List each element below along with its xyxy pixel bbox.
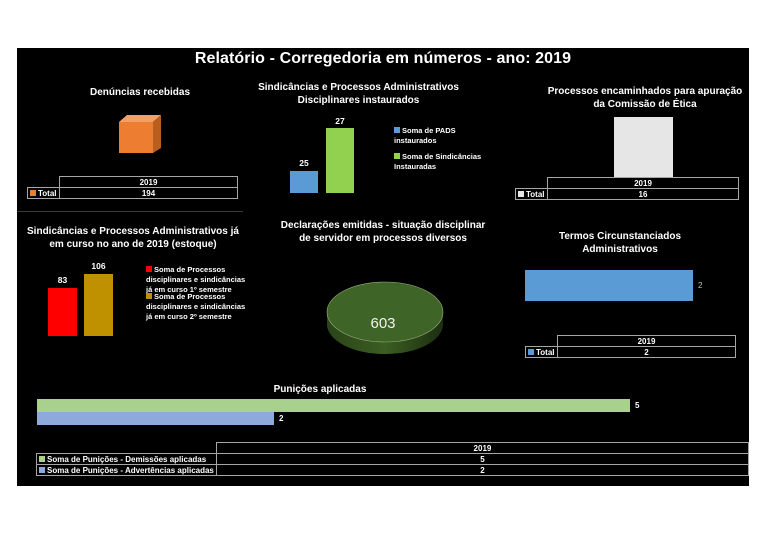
table-cell-value: 2 xyxy=(557,346,736,358)
chart-title: Processos encaminhados para apuração da … xyxy=(547,86,743,110)
table-row-label: Soma de Punições - Demissões aplicadas xyxy=(36,453,217,465)
legend-item: Soma de Sindicâncias Instauradas xyxy=(394,152,482,171)
table-cell-value: 2 xyxy=(215,464,750,476)
data-table: 2019 Soma de Punições - Demissões aplica… xyxy=(36,442,750,476)
bar-label: 106 xyxy=(91,261,106,271)
legend: Soma de PADS instaurados Soma de Sindicâ… xyxy=(394,126,494,172)
chart-title: Denúncias recebidas xyxy=(89,87,191,98)
table-cell-value: 194 xyxy=(59,187,238,199)
chart-title: Sindicâncias e Processos Administrativos… xyxy=(258,82,459,106)
data-table: 2019 Total 16 xyxy=(515,177,739,200)
table-row-label: Total xyxy=(27,187,60,199)
bar-2-semestre xyxy=(84,274,113,336)
table-header-year: 2019 xyxy=(59,176,238,188)
legend-item: Soma de Processos disciplinares e sindic… xyxy=(146,265,246,294)
table-cell-value: 16 xyxy=(547,188,739,200)
bar-sindicancias xyxy=(326,128,354,193)
legend-item: Soma de Processos disciplinares e sindic… xyxy=(146,292,246,321)
legend-swatch-orange xyxy=(30,189,36,196)
legend-swatch-blue xyxy=(39,466,45,473)
table-row-label: Total xyxy=(515,188,548,200)
chart-title: Termos Circunstanciados Administrativos xyxy=(558,231,682,255)
bar-1-semestre xyxy=(48,288,77,336)
bar-pads xyxy=(290,171,318,193)
bar-label: 2 xyxy=(279,414,284,423)
data-table: 2019 Total 2 xyxy=(525,335,736,358)
table-row-label: Soma de Punições - Advertências aplicada… xyxy=(36,464,217,476)
legend-swatch-green xyxy=(394,153,400,159)
legend-swatch-red xyxy=(146,266,152,272)
cube-bar xyxy=(119,115,161,153)
legend-swatch-green xyxy=(39,455,45,462)
chart-title: Declarações emitidas - situação discipli… xyxy=(280,220,486,244)
bar-label: 27 xyxy=(335,116,345,126)
section-divider xyxy=(17,211,243,212)
bar-label: 5 xyxy=(635,401,640,410)
table-header-year: 2019 xyxy=(547,177,739,189)
bar-label: 25 xyxy=(299,158,309,168)
table-row-label: Total xyxy=(525,346,558,358)
pie-label: 603 xyxy=(370,315,396,332)
legend-swatch-blue xyxy=(394,127,400,133)
bar-label: 83 xyxy=(57,275,68,285)
chart-title: Punições aplicadas xyxy=(273,384,367,395)
bar-demissoes xyxy=(37,399,630,412)
legend-item: Soma de PADS instaurados xyxy=(394,126,456,145)
table-header-year: 2019 xyxy=(215,442,750,454)
legend-swatch-gray xyxy=(518,190,524,197)
bar-advertencias xyxy=(37,412,274,425)
legend-swatch-gold xyxy=(146,293,152,299)
legend: Soma de Processos disciplinares e sindic… xyxy=(146,265,251,322)
bar-label: 2 xyxy=(698,281,703,290)
report-title: Relatório - Corregedoria em números - an… xyxy=(194,50,572,67)
table-cell-value: 5 xyxy=(215,453,750,465)
bar-total xyxy=(525,270,693,301)
legend-swatch-blue xyxy=(528,348,534,355)
chart-title: Sindicâncias e Processos Administrativos… xyxy=(27,226,239,250)
data-table: 2019 Total 194 xyxy=(27,176,238,199)
pie-3d xyxy=(326,281,444,354)
table-header-year: 2019 xyxy=(557,335,736,347)
bar-total xyxy=(614,117,673,177)
